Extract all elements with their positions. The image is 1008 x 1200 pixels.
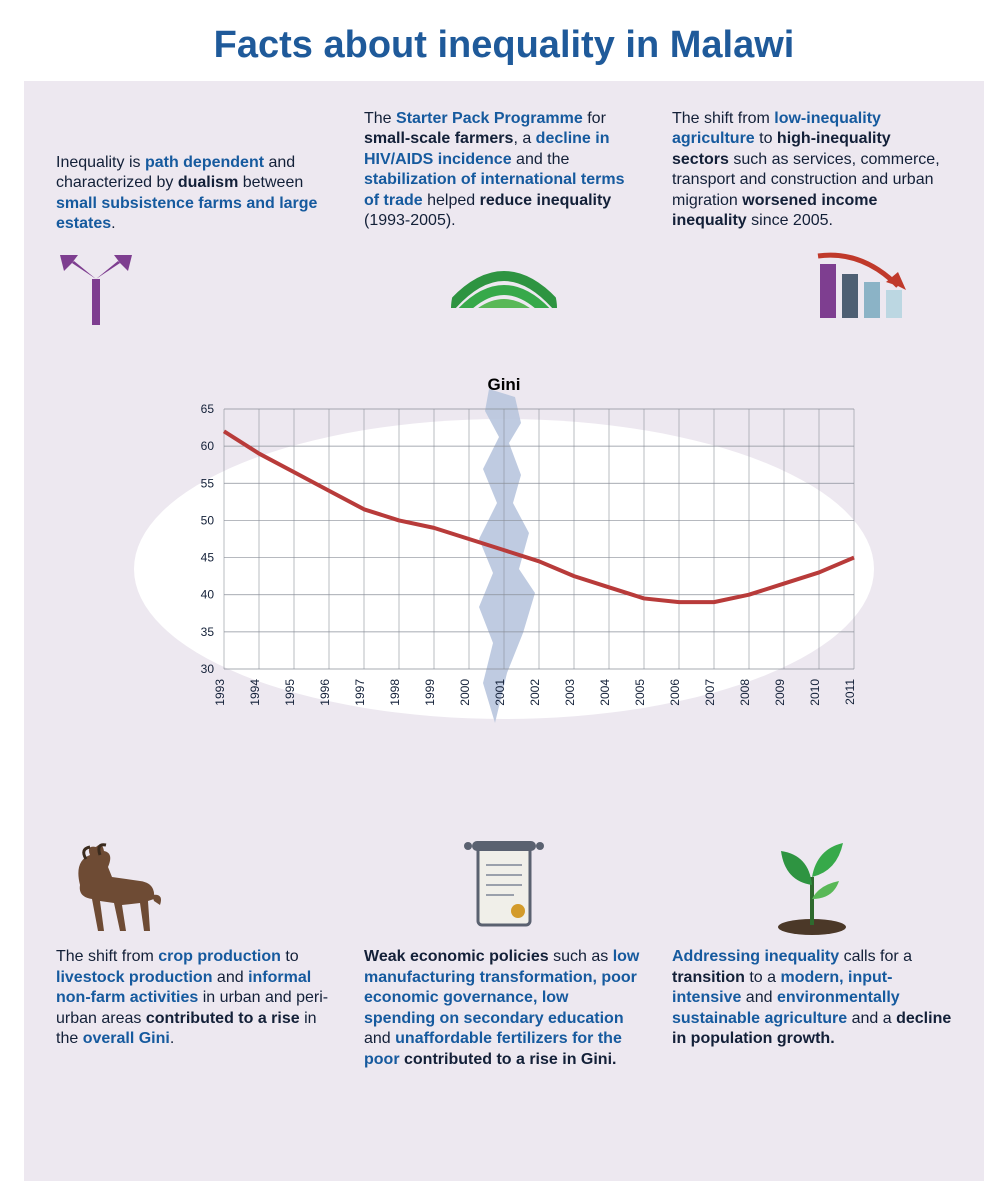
svg-text:1998: 1998: [388, 679, 402, 706]
svg-text:1994: 1994: [248, 679, 262, 706]
fact-text: The shift from low-inequality agricultur…: [672, 109, 952, 232]
fact-text: The Starter Pack Programme for small-sca…: [364, 109, 644, 232]
svg-text:60: 60: [201, 439, 215, 453]
svg-text:2001: 2001: [493, 679, 507, 706]
fact-bottom-1: The shift from crop production to livest…: [56, 823, 336, 1070]
goat-icon: [56, 837, 336, 937]
svg-text:2004: 2004: [598, 679, 612, 706]
svg-text:35: 35: [201, 625, 215, 639]
fork-icon: [56, 249, 336, 333]
svg-text:1996: 1996: [318, 679, 332, 706]
field-icon: [364, 246, 644, 316]
svg-text:55: 55: [201, 477, 215, 491]
svg-text:1999: 1999: [423, 679, 437, 706]
gini-chart: Gini 30 35 40 45 50 55 60 65 1993 1994 1995 1996 199…: [114, 369, 894, 769]
svg-text:2003: 2003: [563, 679, 577, 706]
svg-text:2007: 2007: [703, 679, 717, 706]
fact-text: The shift from crop production to livest…: [56, 947, 336, 1049]
svg-text:2006: 2006: [668, 679, 682, 706]
svg-text:2008: 2008: [738, 679, 752, 706]
svg-text:30: 30: [201, 662, 215, 676]
svg-text:1995: 1995: [283, 679, 297, 706]
svg-text:2009: 2009: [773, 679, 787, 706]
svg-text:2002: 2002: [528, 679, 542, 706]
svg-text:1997: 1997: [353, 679, 367, 706]
svg-text:45: 45: [201, 551, 215, 565]
svg-text:40: 40: [201, 588, 215, 602]
svg-text:2010: 2010: [808, 679, 822, 706]
declining-bars-icon: [672, 246, 952, 332]
scroll-icon: [364, 837, 644, 937]
fact-top-2: The Starter Pack Programme for small-sca…: [364, 109, 644, 333]
line-chart-svg: 30 35 40 45 50 55 60 65 1993 1994 1995 1996 1997 1998…: [114, 369, 894, 739]
svg-text:65: 65: [201, 402, 215, 416]
fact-bottom-2: Weak economic policies such as low manuf…: [364, 823, 644, 1070]
chart-title: Gini: [487, 375, 520, 395]
info-panel: Inequality is path dependent and charact…: [24, 81, 984, 1181]
fact-top-1: Inequality is path dependent and charact…: [56, 109, 336, 333]
svg-text:2011: 2011: [843, 679, 857, 705]
svg-text:1993: 1993: [213, 679, 227, 706]
page-title: Facts about inequality in Malawi: [0, 0, 1008, 81]
fact-bottom-3: Addressing inequality calls for a transi…: [672, 823, 952, 1070]
bottom-row: The shift from crop production to livest…: [56, 823, 952, 1070]
fact-text: Weak economic policies such as low manuf…: [364, 947, 644, 1070]
top-row: Inequality is path dependent and charact…: [56, 109, 952, 333]
fact-text: Addressing inequality calls for a transi…: [672, 947, 952, 1049]
fact-top-3: The shift from low-inequality agricultur…: [672, 109, 952, 333]
fact-text: Inequality is path dependent and charact…: [56, 153, 336, 235]
svg-text:50: 50: [201, 514, 215, 528]
plant-icon: [672, 837, 952, 937]
svg-text:2000: 2000: [458, 679, 472, 706]
svg-text:2005: 2005: [633, 679, 647, 706]
